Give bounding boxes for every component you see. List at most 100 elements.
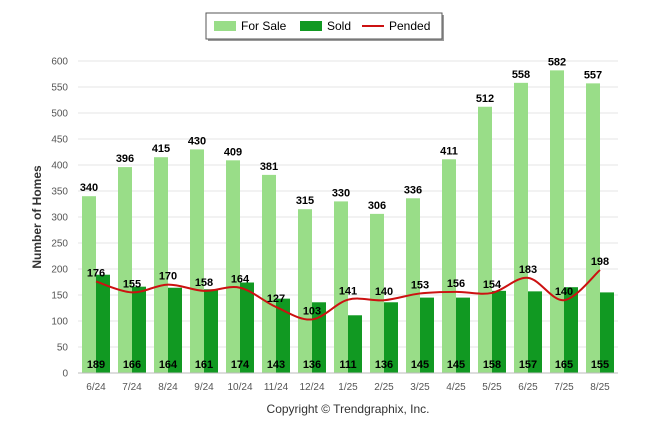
x-tick-label: 10/24 [227,382,252,393]
for-sale-value-label: 512 [476,93,494,105]
sold-bar [132,286,146,373]
for-sale-bar [442,159,456,373]
y-tick-label: 500 [51,109,68,120]
sold-value-label: 145 [447,359,465,371]
for-sale-value-label: 409 [224,146,242,158]
x-tick-label: 7/25 [554,382,574,393]
sold-bar [528,291,542,373]
sold-bar [456,297,470,373]
x-tick-label: 7/24 [122,382,142,393]
pended-value-label: 158 [195,277,213,289]
for-sale-value-label: 411 [440,145,458,157]
sold-bar [204,289,218,373]
for-sale-value-label: 557 [584,69,602,81]
for-sale-bar [262,174,276,373]
sold-value-label: 155 [591,359,609,371]
pended-value-label: 140 [375,286,393,298]
for-sale-value-label: 415 [152,143,170,155]
pended-value-label: 153 [411,279,429,291]
for-sale-bar [514,82,528,373]
y-tick-label: 300 [51,213,68,224]
for-sale-bar [118,167,132,373]
legend-for-sale-label: For Sale [241,19,287,33]
for-sale-bar [226,160,240,373]
sold-bar [348,315,362,373]
copyright-text: Copyright © Trendgraphix, Inc. [267,402,430,416]
pended-value-label: 140 [555,286,573,298]
y-tick-label: 250 [51,239,68,250]
sold-bar [420,297,434,373]
sold-value-label: 189 [87,359,105,371]
sold-swatch [300,21,322,31]
pended-value-label: 155 [123,278,141,290]
pended-value-label: 198 [591,256,609,268]
sold-bar [600,292,614,373]
y-tick-label: 350 [51,187,68,198]
for-sale-value-label: 582 [548,56,566,68]
sold-bar [384,302,398,373]
for-sale-value-label: 430 [188,135,206,147]
for-sale-value-label: 306 [368,200,386,212]
for-sale-swatch [214,21,236,31]
sold-bar [312,302,326,373]
pended-value-label: 103 [303,305,321,317]
sold-value-label: 174 [231,359,250,371]
y-tick-label: 450 [51,135,68,146]
x-tick-label: 4/25 [446,382,466,393]
for-sale-value-label: 396 [116,153,134,165]
pended-value-label: 170 [159,271,177,283]
bars [82,70,614,374]
for-sale-value-label: 330 [332,187,350,199]
sold-value-label: 158 [483,359,501,371]
x-tick-label: 2/25 [374,382,394,393]
for-sale-bar [406,198,420,373]
for-sale-value-label: 336 [404,184,422,196]
x-tick-label: 6/24 [86,382,106,393]
for-sale-bar [298,209,312,373]
sold-bar [492,290,506,373]
pended-value-label: 183 [519,264,537,276]
x-tick-label: 12/24 [299,382,324,393]
sold-value-label: 143 [267,359,285,371]
pended-line [95,269,601,321]
for-sale-bar [550,70,564,374]
for-sale-bar [478,106,492,373]
x-tick-label: 8/25 [590,382,610,393]
data-labels: 340 189 176 396 166 155 415 164 170 430 161 158 409 1… [80,56,609,371]
y-tick-label: 0 [62,369,68,380]
sold-value-label: 166 [123,359,141,371]
pended-value-label: 156 [447,278,465,290]
sold-bar [276,298,290,373]
sold-value-label: 164 [159,359,178,371]
pended-line-layer [95,269,601,321]
for-sale-bar [586,83,600,374]
y-tick-label: 50 [57,343,69,354]
for-sale-bar [154,157,168,373]
sold-bar [240,282,254,373]
y-axis-label: Number of Homes [30,165,44,269]
y-tick-label: 550 [51,83,68,94]
x-tick-label: 6/25 [518,382,538,393]
pended-value-label: 164 [231,274,250,286]
x-tick-label: 3/25 [410,382,430,393]
for-sale-value-label: 558 [512,69,530,81]
x-tick-label: 1/25 [338,382,358,393]
pended-value-label: 154 [483,279,502,291]
sold-value-label: 136 [375,359,393,371]
for-sale-value-label: 340 [80,182,98,194]
sold-bar [96,274,110,373]
pended-value-label: 141 [339,286,357,298]
legend-pended-label: Pended [389,19,430,33]
legend: For Sale Sold Pended [205,12,444,41]
sold-value-label: 161 [195,359,213,371]
pended-value-label: 176 [87,267,105,279]
sold-value-label: 145 [411,359,429,371]
y-tick-label: 400 [51,161,68,172]
y-tick-label: 100 [51,317,68,328]
y-tick-label: 150 [51,291,68,302]
sold-value-label: 111 [339,359,356,371]
legend-sold-label: Sold [327,19,351,33]
for-sale-bar [82,196,96,373]
x-tick-label: 8/24 [158,382,178,393]
